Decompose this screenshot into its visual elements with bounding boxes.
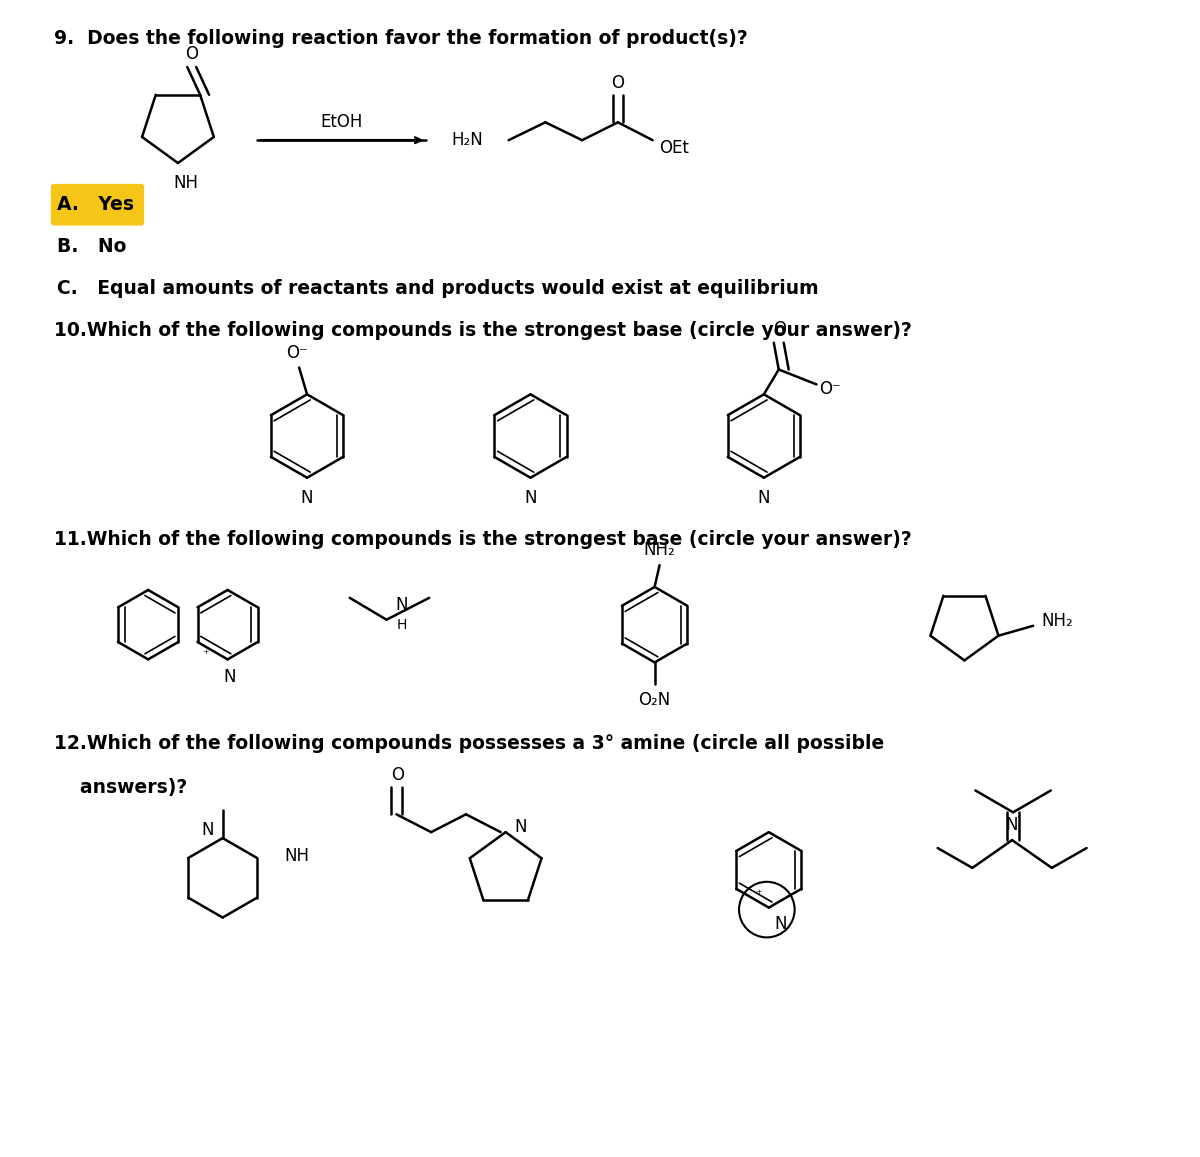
Text: NH: NH	[284, 847, 310, 865]
Text: EtOH: EtOH	[320, 113, 362, 131]
Text: O: O	[611, 74, 624, 91]
Text: O⁻: O⁻	[820, 381, 841, 398]
Text: N: N	[202, 821, 214, 839]
Text: H₂N: H₂N	[451, 131, 482, 149]
Text: N: N	[301, 488, 313, 507]
Text: H: H	[396, 618, 407, 632]
Text: answers)?: answers)?	[54, 778, 187, 797]
Text: 9.  Does the following reaction favor the formation of product(s)?: 9. Does the following reaction favor the…	[54, 29, 748, 49]
Text: ⁺: ⁺	[203, 648, 209, 661]
Text: NH₂: NH₂	[1042, 612, 1073, 629]
Text: OEt: OEt	[660, 139, 690, 157]
Text: A.   Yes: A. Yes	[56, 196, 133, 214]
Text: N: N	[1006, 816, 1019, 834]
Text: 12.Which of the following compounds possesses a 3° amine (circle all possible: 12.Which of the following compounds poss…	[54, 735, 884, 753]
Text: O: O	[773, 319, 786, 338]
Text: N: N	[757, 488, 770, 507]
FancyBboxPatch shape	[50, 184, 144, 226]
Text: N: N	[774, 915, 787, 934]
Text: N: N	[515, 818, 527, 837]
Text: C.   Equal amounts of reactants and products would exist at equilibrium: C. Equal amounts of reactants and produc…	[56, 279, 818, 297]
Text: O⁻: O⁻	[287, 344, 308, 362]
Text: 11.Which of the following compounds is the strongest base (circle your answer)?: 11.Which of the following compounds is t…	[54, 530, 912, 548]
Text: O₂N: O₂N	[638, 691, 671, 709]
Text: N: N	[524, 488, 536, 507]
Text: NH₂: NH₂	[643, 541, 676, 559]
Text: B.   No: B. No	[56, 237, 126, 256]
Text: N: N	[223, 669, 236, 686]
Text: O: O	[391, 766, 404, 783]
Text: 10.Which of the following compounds is the strongest base (circle your answer)?: 10.Which of the following compounds is t…	[54, 322, 912, 340]
Text: ⁺: ⁺	[756, 889, 762, 901]
Text: N: N	[395, 596, 408, 614]
Text: NH: NH	[173, 174, 198, 192]
Text: O: O	[185, 45, 198, 64]
